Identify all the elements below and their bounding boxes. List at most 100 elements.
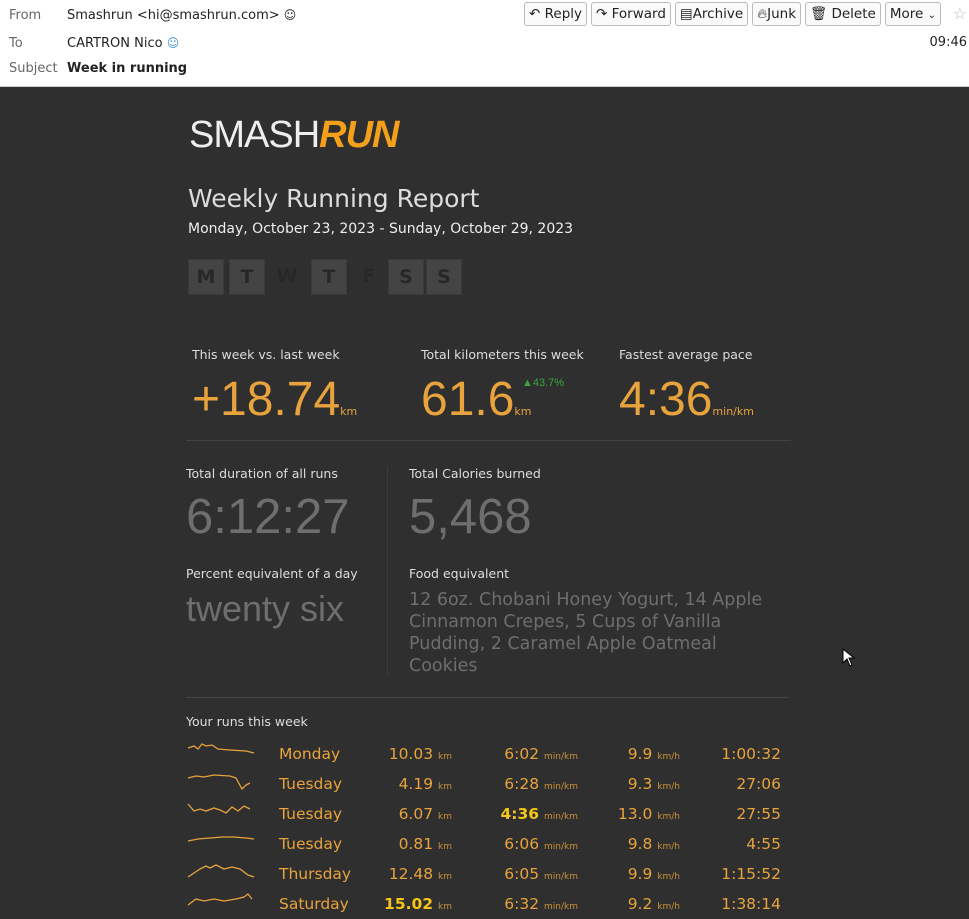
subject-label: Subject <box>9 61 58 76</box>
pace-value: 6:02 <box>504 745 540 763</box>
run-pace: 6:32 min/km <box>504 895 578 913</box>
run-pace: 6:28 min/km <box>504 775 578 793</box>
sender[interactable]: Smashrun <hi@smashrun.com> <box>67 8 280 23</box>
distance-unit: km <box>438 902 452 912</box>
forward-label: Forward <box>611 6 666 22</box>
delete-label: Delete <box>831 6 876 22</box>
weekday-2: W <box>276 265 298 287</box>
duration-value: 6:12:27 <box>186 490 350 544</box>
report-title: Weekly Running Report <box>188 184 480 213</box>
weekday-6: S <box>426 259 462 295</box>
run-day: Tuesday <box>279 805 343 823</box>
run-row[interactable]: Tuesday 4.19 km 6:28 min/km 9.3 km/h 27:06 <box>186 769 786 799</box>
message-time: 09:46 <box>929 35 967 50</box>
run-pace: 6:06 min/km <box>504 835 578 853</box>
vs-unit: km <box>340 405 358 418</box>
mouse-cursor-icon <box>842 648 856 667</box>
contact-icon[interactable]: ☺ <box>166 36 180 50</box>
chevron-down-icon: ⌄ <box>927 10 936 21</box>
run-row[interactable]: Tuesday 6.07 km 4:36 min/km 13.0 km/h 27:55 <box>186 799 786 829</box>
run-distance: 10.03 km <box>389 745 452 763</box>
calories-label: Total Calories burned <box>409 466 541 481</box>
run-pace: 6:05 min/km <box>504 865 578 883</box>
to-value[interactable]: CARTRON Nico ☺ <box>67 36 179 51</box>
pace-sparkline <box>187 864 255 878</box>
pace-unit: min/km <box>544 812 578 822</box>
recipient[interactable]: CARTRON Nico <box>67 36 163 51</box>
run-duration: 1:38:14 <box>721 895 781 913</box>
pace-unit: min/km <box>544 842 578 852</box>
total-unit: km <box>514 405 532 418</box>
junk-icon: 🔥︎ <box>757 6 768 22</box>
logo-left: SMASH <box>189 114 320 156</box>
from-value[interactable]: Smashrun <hi@smashrun.com> ☺ <box>67 8 296 23</box>
reply-icon: ↶ <box>529 6 541 22</box>
pace-sparkline <box>187 803 251 814</box>
duration-label: Total duration of all runs <box>186 466 338 481</box>
run-speed: 9.2 km/h <box>628 895 680 913</box>
pace-value: 6:05 <box>504 865 540 883</box>
distance-value: 15.02 <box>384 895 434 913</box>
run-row[interactable]: Monday 10.03 km 6:02 min/km 9.9 km/h 1:00:32 <box>186 739 786 769</box>
run-speed: 13.0 km/h <box>618 805 680 823</box>
distance-value: 12.48 <box>388 865 434 883</box>
pace-value: 4:36 <box>500 805 540 823</box>
pace-sparkline <box>187 774 251 791</box>
junk-button[interactable]: 🔥︎Junk <box>752 2 802 26</box>
to-label: To <box>9 36 23 51</box>
pace-unit: min/km <box>544 752 578 762</box>
weekday-3: T <box>311 259 347 295</box>
run-day: Tuesday <box>279 775 343 793</box>
column-divider <box>387 466 388 676</box>
delete-button[interactable]: 🗑︎ Delete <box>805 2 881 26</box>
run-duration: 4:55 <box>746 835 781 853</box>
run-row[interactable]: Thursday 12.48 km 6:05 min/km 9.9 km/h 1:15:… <box>186 859 786 889</box>
distance-unit: km <box>438 872 452 882</box>
vs-label: This week vs. last week <box>192 347 340 362</box>
vs-stat: +18.74km <box>192 376 357 424</box>
percent-label: Percent equivalent of a day <box>186 566 358 581</box>
weekday-4: F <box>362 265 376 287</box>
run-distance: 12.48 km <box>389 865 452 883</box>
speed-value: 9.9 <box>627 865 653 883</box>
run-distance: 6.07 km <box>399 805 452 823</box>
forward-button[interactable]: ↷ Forward <box>591 2 671 26</box>
more-label: More <box>889 6 924 22</box>
reply-label: Reply <box>544 6 583 22</box>
vs-value: +18.74 <box>192 373 341 426</box>
run-distance: 4.19 km <box>399 775 452 793</box>
speed-value: 9.9 <box>627 745 653 763</box>
pace-sparkline <box>187 743 255 754</box>
food-label: Food equivalent <box>409 566 510 581</box>
run-row[interactable]: Tuesday 0.81 km 6:06 min/km 9.8 km/h 4:55 <box>186 829 786 859</box>
run-speed: 9.9 km/h <box>628 865 680 883</box>
date-range: Monday, October 23, 2023 - Sunday, Octob… <box>188 221 574 237</box>
weekday-5: S <box>388 259 424 295</box>
contact-icon[interactable]: ☺ <box>283 8 297 22</box>
star-icon[interactable]: ☆ <box>952 4 967 23</box>
run-duration: 1:15:52 <box>721 865 781 883</box>
distance-unit: km <box>438 842 452 852</box>
distance-value: 0.81 <box>398 835 434 853</box>
pace-stat: 4:36min/km <box>619 376 754 424</box>
run-row[interactable]: Saturday 15.02 km 6:32 min/km 9.2 km/h 1:38:… <box>186 889 786 919</box>
pace-value: 6:32 <box>504 895 540 913</box>
archive-button[interactable]: ▤Archive <box>674 2 749 26</box>
more-button[interactable]: More ⌄ <box>884 2 941 26</box>
run-day: Thursday <box>279 865 352 883</box>
speed-unit: km/h <box>657 782 680 792</box>
distance-unit: km <box>438 812 452 822</box>
pace-unit: min/km <box>544 782 578 792</box>
speed-value: 9.8 <box>627 835 653 853</box>
divider <box>186 440 791 441</box>
speed-unit: km/h <box>657 812 680 822</box>
pace-sparkline <box>187 836 255 842</box>
speed-unit: km/h <box>657 902 680 912</box>
archive-icon: ▤ <box>679 6 693 22</box>
total-stat: 61.6km <box>421 376 532 424</box>
junk-label: Junk <box>767 6 797 22</box>
run-duration: 27:06 <box>736 775 781 793</box>
reply-button[interactable]: ↶ Reply <box>524 2 588 26</box>
run-speed: 9.3 km/h <box>628 775 680 793</box>
weekday-0: M <box>188 259 224 295</box>
